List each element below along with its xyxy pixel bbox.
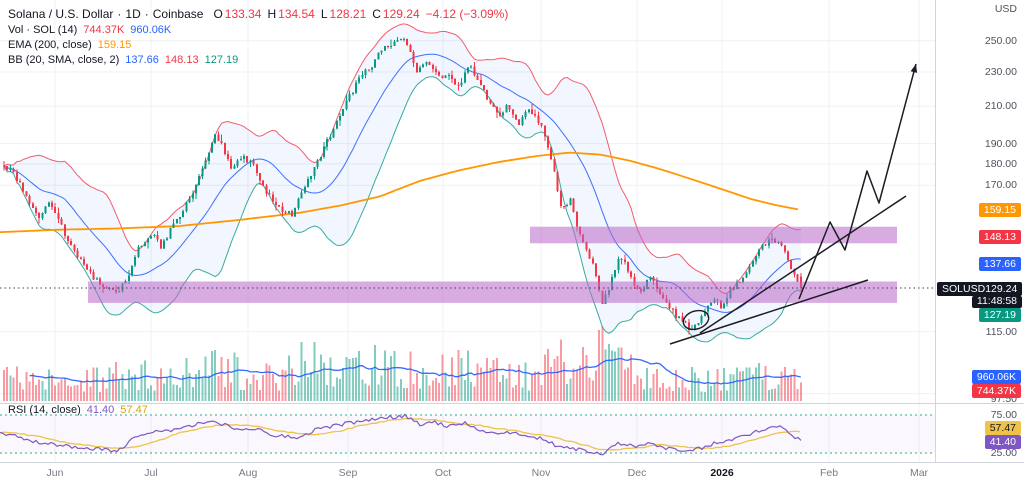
arrow-head-icon <box>910 64 918 73</box>
supply-demand-zones[interactable] <box>88 226 897 303</box>
rsi-value: 41.40 <box>86 404 115 416</box>
rsi-ma-value: 57.47 <box>120 404 148 416</box>
price-tick-label: 115.00 <box>985 325 1017 338</box>
time-axis-label: Jul <box>144 467 158 479</box>
volume-ma-badge: 960.06K <box>971 370 1021 384</box>
legend-separator: · <box>144 6 149 21</box>
ohlc-value: 133.34 <box>224 6 262 21</box>
rsi-tick-label: 75.00 <box>990 409 1017 421</box>
price-tick-label: 170.00 <box>984 179 1017 192</box>
bb-legend-row[interactable]: BB (20, SMA, close, 2) 137.66 148.13 127… <box>8 52 508 67</box>
time-axis-label: Feb <box>819 467 839 479</box>
ohlc-value: 134.54 <box>278 6 315 21</box>
symbol-title: Solana / U.S. Dollar <box>8 6 114 21</box>
rsi-ma-line <box>0 417 801 451</box>
price-axis[interactable]: USD 250.00 230.00 210.00 190.00 180.00 170.00 1… <box>935 0 1024 462</box>
projection-arrow-path <box>798 63 917 300</box>
volume-layer <box>3 326 802 401</box>
rsi-pane <box>0 413 935 456</box>
volume-ma-value: 960.06K <box>130 23 172 36</box>
ohlc-value: 129.24 <box>382 6 420 21</box>
bb-indicator-label: BB (20, SMA, close, 2) <box>8 53 120 66</box>
time-axis-label: Dec <box>627 467 647 479</box>
ohlc-key: L <box>320 6 328 21</box>
rsi-tick-label: 25.00 <box>990 447 1017 459</box>
trendline-drawings[interactable] <box>669 63 918 345</box>
rsi-ma-badge: 57.47 <box>984 421 1021 436</box>
interval-label[interactable]: 1D <box>125 6 141 21</box>
legend-separator: · <box>117 6 122 21</box>
volume-ma-line <box>29 357 801 385</box>
price-tick-label: 230.00 <box>984 66 1017 78</box>
price-axis-unit-label: USD <box>994 3 1017 15</box>
price-tick-label: 190.00 <box>984 137 1017 150</box>
ema-legend-row[interactable]: EMA (200, close) 159.15 <box>8 37 508 52</box>
time-axis-label: Sep <box>338 467 358 479</box>
time-axis-label: Nov <box>531 467 551 479</box>
ohlc-key: C <box>372 6 381 21</box>
ema-line <box>0 151 799 234</box>
ohlc-key: O <box>213 6 223 21</box>
time-axis-label: Oct <box>434 467 452 479</box>
price-tick-label: 250.00 <box>984 34 1017 47</box>
price-tick-label: 210.00 <box>984 100 1017 113</box>
time-axis-label: Jun <box>46 467 64 479</box>
current-price-badge: SOLUSD 129.24 11:48:58 <box>937 281 1022 308</box>
bb-upper-price-badge: 148.13 <box>978 229 1021 244</box>
symbol-legend-row[interactable]: Solana / U.S. Dollar · 1D · Coinbase O 13… <box>8 5 508 22</box>
rsi-indicator-label: RSI (14, close) <box>8 404 81 416</box>
ohlc-key: H <box>267 6 277 21</box>
exchange-label: Coinbase <box>152 6 204 21</box>
ohlc-value: 128.21 <box>329 6 367 21</box>
ema-price-badge: 159.15 <box>978 203 1021 217</box>
change-value: −4.12 (−3.09%) <box>425 6 509 21</box>
bb-lower-value: 127.19 <box>204 53 239 66</box>
bb-basis-price-badge: 137.66 <box>978 257 1021 272</box>
rsi-legend-row[interactable]: RSI (14, close) 41.40 57.47 <box>8 404 148 416</box>
time-axis-label: Aug <box>238 467 258 479</box>
volume-legend-row[interactable]: Vol · SOL (14) 744.37K 960.06K <box>8 22 508 37</box>
volume-indicator-label: Vol · SOL (14) <box>8 23 78 36</box>
current-time-badge: 11:48:58 <box>971 295 1022 308</box>
candles-layer <box>3 36 802 335</box>
price-tick-label: 180.00 <box>984 157 1017 170</box>
bb-upper-value: 148.13 <box>164 53 199 66</box>
ohlc-values: O 133.34 H 134.54 L 128.21 C 129.24 <box>207 7 419 21</box>
bb-basis-value: 137.66 <box>125 53 159 66</box>
ema-value: 159.15 <box>97 38 132 51</box>
price-badge-symbol: SOLUSD <box>942 282 986 295</box>
time-axis-label: 2026 <box>710 467 734 479</box>
rsi-value-badge: 41.40 <box>984 435 1021 450</box>
volume-value-badge: 744.37K <box>971 384 1021 398</box>
ema-indicator-label: EMA (200, close) <box>8 38 92 51</box>
bb-lower-price-badge: 127.19 <box>978 308 1021 322</box>
time-axis-label: Mar <box>909 467 929 479</box>
price-badge-value: 129.24 <box>985 282 1018 295</box>
chart-legend: Solana / U.S. Dollar · 1D · Coinbase O 13… <box>8 5 508 67</box>
time-axis[interactable]: Jun Jul Aug Sep Oct Nov Dec 2026 Feb Mar <box>0 462 1024 483</box>
volume-current-value: 744.37K <box>83 23 125 36</box>
highlight-circle <box>682 309 710 331</box>
rsi-line <box>0 413 802 456</box>
